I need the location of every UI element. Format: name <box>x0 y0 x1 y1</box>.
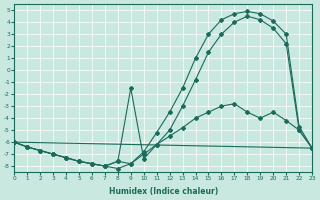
X-axis label: Humidex (Indice chaleur): Humidex (Indice chaleur) <box>108 187 218 196</box>
